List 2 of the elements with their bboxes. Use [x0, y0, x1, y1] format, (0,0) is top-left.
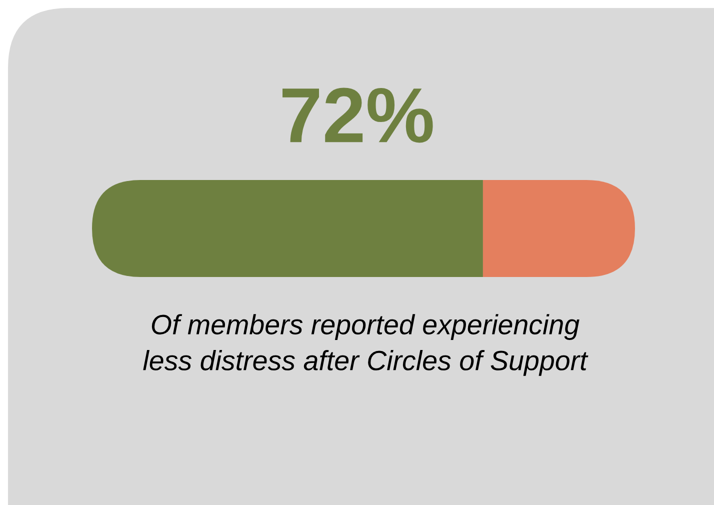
text: Of members reported experiencing less distress after Circles of Support [143, 314, 588, 376]
data-label: 72% [282, 88, 433, 143]
